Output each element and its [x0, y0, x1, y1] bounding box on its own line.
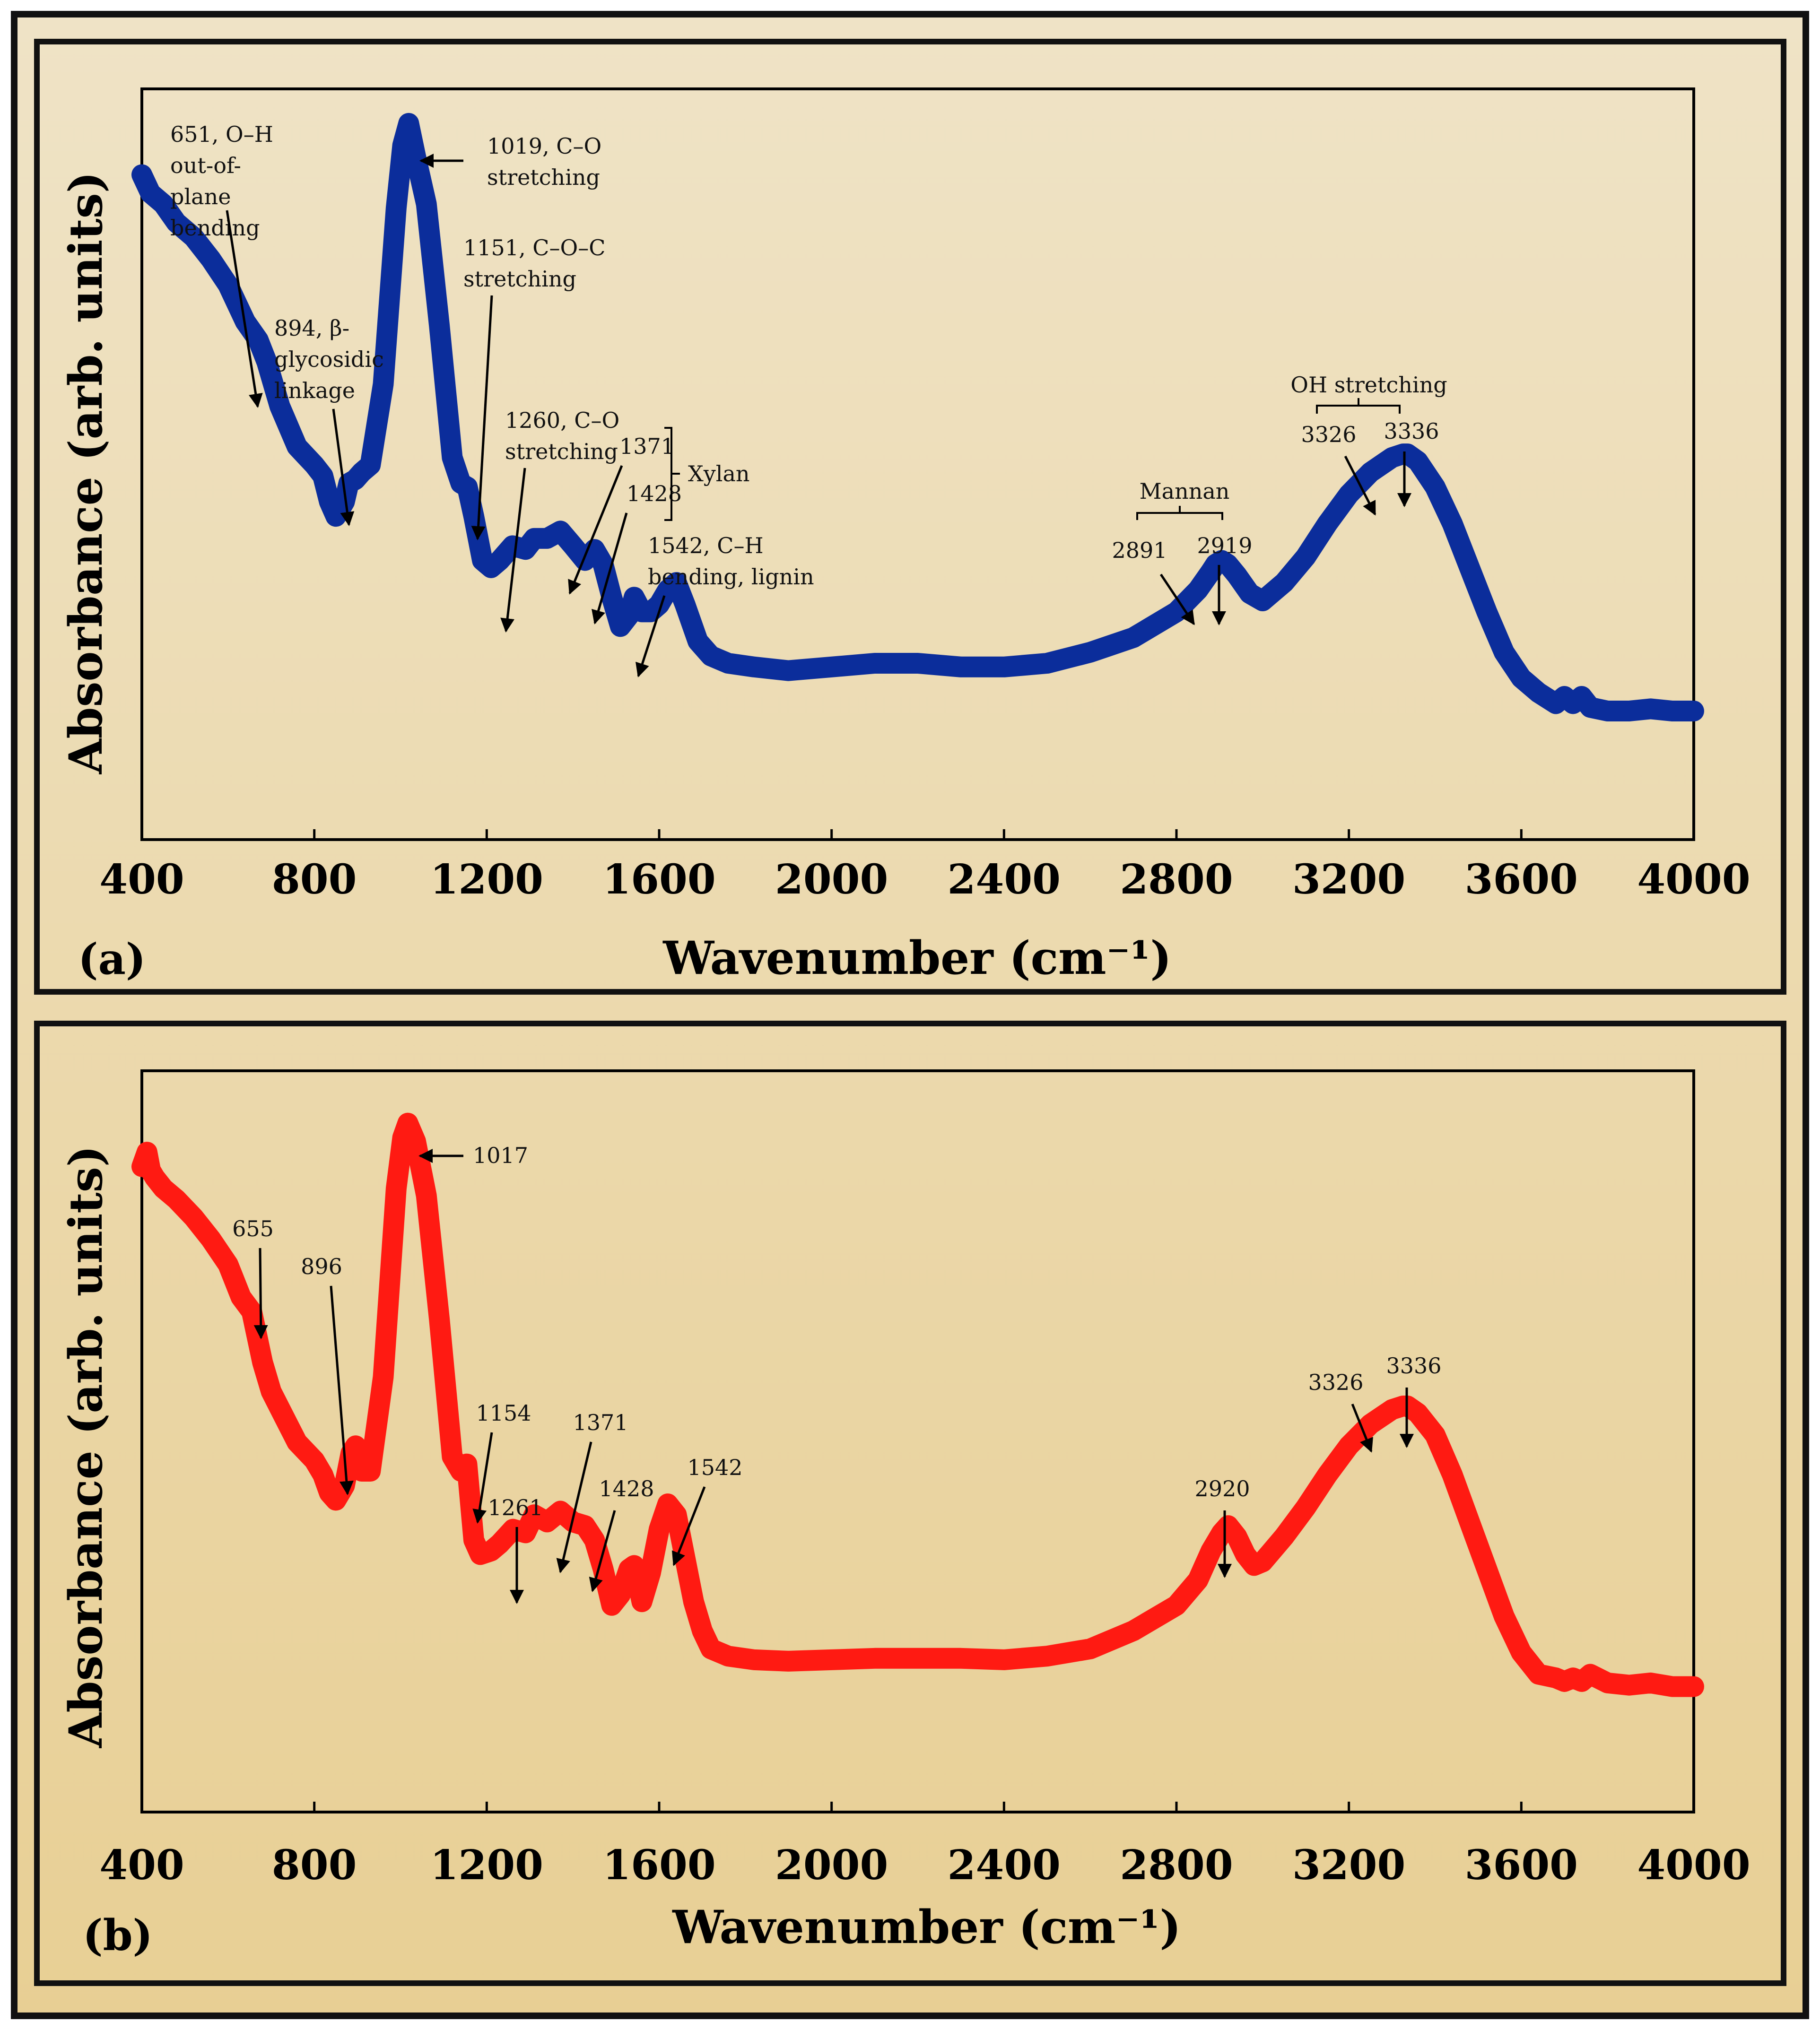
annotation-894-line-2: glycosidic [274, 347, 384, 372]
x-tick-label: 1200 [430, 856, 543, 903]
panel-a-annotations: 651, O–H out-of- plane bending 894, β- g… [170, 121, 1447, 677]
panel-a-y-axis-title: Absorbance (arb. units) [59, 172, 113, 774]
panel-a-axis: 400 800 1200 1600 2000 2400 2800 3200 3600 4000 [99, 829, 1750, 903]
annotation-1151-line-2: stretching [463, 266, 576, 292]
annotation-3326-b-arrow [1351, 1404, 1373, 1453]
x-tick-label: 3600 [1465, 1841, 1578, 1889]
annotation-1371: 1371 [573, 1410, 628, 1435]
annotation-1428-arrow [589, 1510, 616, 1592]
annotation-1154-arrow [472, 1432, 493, 1524]
x-tick-label: 3200 [1292, 1841, 1405, 1889]
annotation-1428-arrow [592, 512, 628, 625]
x-tick-label: 400 [99, 1841, 184, 1889]
annotation-1017: 1017 [473, 1143, 528, 1168]
annotation-1428: 1428 [599, 1476, 654, 1501]
annotation-xylan-bracket [664, 427, 680, 521]
panel-b-frame [34, 1021, 1786, 1986]
x-tick-label: 4000 [1637, 1841, 1750, 1889]
annotation-1542: 1542 [687, 1455, 742, 1480]
annotation-1260: 1260, C–O stretching [505, 408, 627, 464]
annotation-1260-arrow [500, 468, 526, 633]
annotation-1428: 1428 [627, 481, 682, 506]
annotation-3326-a: 3326 [1301, 422, 1356, 447]
panel-b-y-axis-title: Absorbance (arb. units) [59, 1145, 113, 1748]
annotation-1154: 1154 [476, 1400, 531, 1426]
x-tick-label: 2800 [1120, 856, 1233, 903]
annotation-2891-arrow [1159, 573, 1195, 625]
spectrum-b-line [131, 1112, 1704, 1697]
panel-a: 400 800 1200 1600 2000 2400 2800 3200 3600 4000 A… [34, 39, 1786, 995]
annotation-mannan: Mannan [1140, 478, 1230, 504]
x-tick-label: 2400 [948, 1841, 1061, 1889]
annotation-2920: 2920 [1194, 1476, 1250, 1501]
annotation-xylan: Xylan [688, 461, 750, 486]
panel-a-plot-area [140, 87, 1695, 841]
annotation-1151: 1151, C–O–C stretching [463, 235, 612, 292]
annotation-651-line-2: out-of- [170, 153, 241, 178]
panel-b-plot-area [140, 1069, 1695, 1813]
annotation-651-line-3: plane [170, 184, 231, 209]
x-tick-label: 4000 [1637, 856, 1750, 903]
annotation-896-arrow [330, 1285, 354, 1495]
figure-background [11, 11, 1809, 2019]
x-tick-label: 3600 [1465, 856, 1578, 903]
annotation-3336-a: 3336 [1384, 418, 1439, 444]
x-tick-label: 1200 [430, 1841, 543, 1889]
annotation-894-line-1: 894, β- [274, 315, 349, 341]
x-tick-label: 1600 [602, 856, 715, 903]
annotation-1260-line-1: 1260, C–O [505, 408, 619, 433]
panel-b-annotations: 655 896 1017 1154 1261 1371 1428 1542 29… [232, 1143, 1442, 1604]
annotation-1261: 1261 [488, 1495, 543, 1520]
annotation-894-arrow [332, 408, 355, 526]
panel-b: 400 800 1200 1600 2000 2400 2800 3200 3600 4000 A… [34, 1021, 1786, 1986]
panel-b-x-axis-title: Wavenumber (cm⁻¹) [672, 1900, 1181, 1954]
annotation-3336-b: 3336 [1386, 1353, 1441, 1379]
panel-a-x-axis-title: Wavenumber (cm⁻¹) [662, 931, 1172, 985]
annotation-894-line-3: linkage [274, 378, 355, 403]
panel-b-label: (b) [83, 1910, 153, 1961]
annotation-1542-line-1: 1542, C–H [648, 533, 764, 558]
annotation-1371-arrow [568, 465, 623, 595]
annotation-oh-bracket [1316, 398, 1401, 414]
annotation-1542-arrow [671, 1486, 706, 1566]
annotation-655: 655 [232, 1216, 274, 1241]
x-tick-label: 400 [99, 856, 184, 903]
annotation-655-arrow [253, 1248, 268, 1339]
annotation-651-arrow [226, 210, 263, 408]
annotation-3326-a-arrow [1344, 455, 1376, 516]
annotation-1019-line-2: stretching [487, 165, 600, 190]
annotation-3326-b: 3326 [1308, 1370, 1363, 1395]
annotation-1542: 1542, C–H bending, lignin [648, 533, 814, 590]
x-tick-label: 3200 [1292, 856, 1405, 903]
x-tick-label: 1600 [602, 1841, 715, 1889]
annotation-1151-line-1: 1151, C–O–C [463, 235, 605, 260]
annotation-896: 896 [301, 1254, 342, 1279]
annotation-894: 894, β- glycosidic linkage [274, 315, 391, 403]
annotation-1371-arrow [556, 1441, 592, 1573]
x-tick-label: 800 [272, 1841, 357, 1889]
annotation-1019: 1019, C–O stretching [487, 133, 609, 190]
annotation-1151-arrow [471, 295, 493, 540]
x-tick-label: 800 [272, 856, 357, 903]
x-tick-label: 2400 [948, 856, 1061, 903]
annotation-1371: 1371 [619, 434, 675, 459]
x-tick-label: 2000 [775, 1841, 888, 1889]
annotation-1542-line-2: bending, lignin [648, 564, 814, 590]
annotation-651-line-4: bending [170, 215, 260, 241]
x-tick-label: 2000 [775, 856, 888, 903]
annotation-mannan-bracket [1136, 506, 1223, 520]
annotation-1019-line-1: 1019, C–O [487, 133, 601, 159]
annotation-651-line-1: 651, O–H [170, 121, 273, 147]
annotation-651: 651, O–H out-of- plane bending [170, 121, 280, 241]
panel-a-label: (a) [78, 934, 146, 984]
annotation-1260-line-2: stretching [505, 439, 618, 464]
panel-a-frame [34, 39, 1786, 995]
annotation-2891: 2891 [1112, 538, 1167, 563]
annotation-1542-arrow [636, 595, 666, 677]
panel-b-axis: 400 800 1200 1600 2000 2400 2800 3200 3600 4000 [99, 1802, 1750, 1889]
annotation-oh-stretching: OH stretching [1290, 372, 1447, 398]
annotation-2919: 2919 [1197, 533, 1252, 558]
x-tick-label: 2800 [1120, 1841, 1233, 1889]
